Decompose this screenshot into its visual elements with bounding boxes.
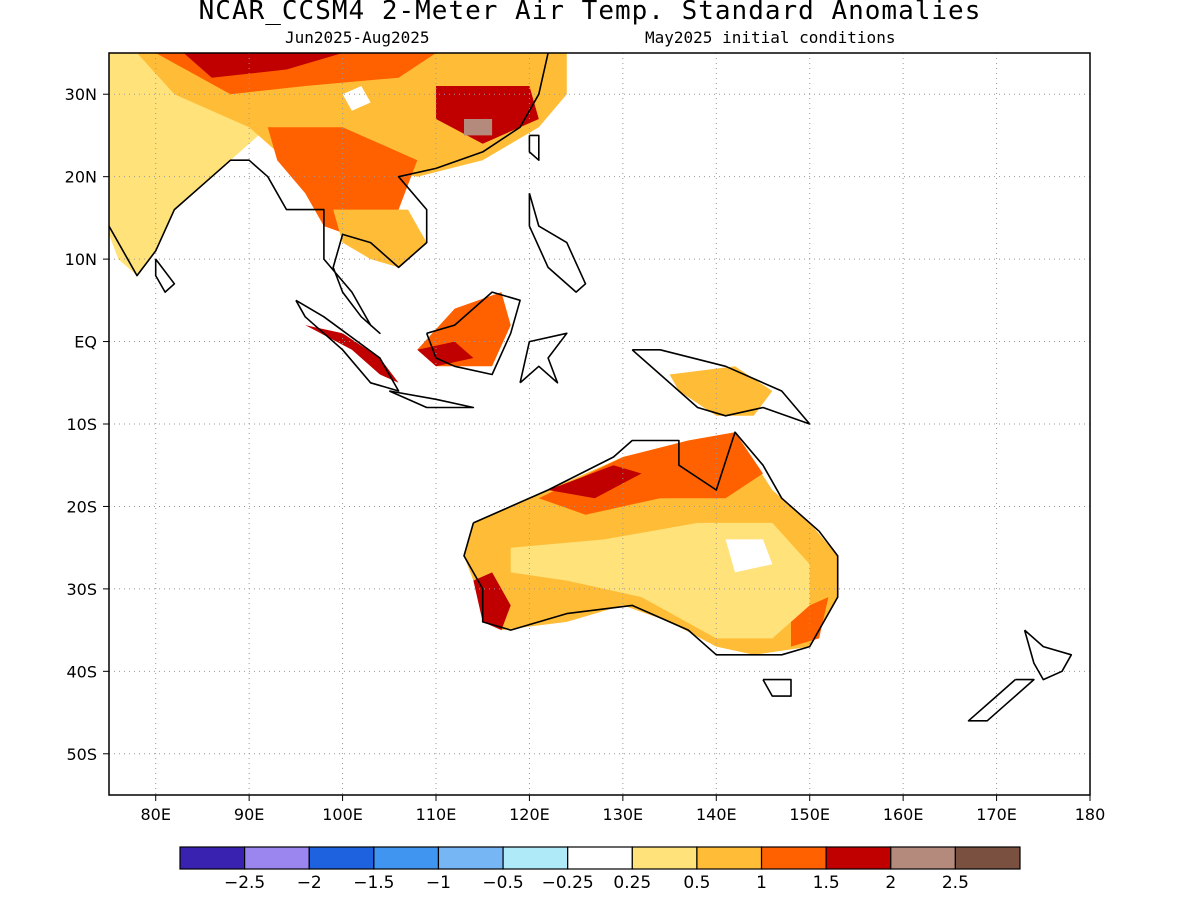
anomaly-region (183, 53, 343, 78)
anomaly-fields (109, 53, 838, 655)
colorbar-label: 1.5 (813, 873, 840, 893)
anomaly-region (725, 539, 773, 573)
lat-tick-label: EQ (74, 333, 97, 352)
lon-tick-label: 160E (883, 805, 924, 824)
colorbar-label: 2 (885, 873, 896, 893)
lon-tick-label: 150E (789, 805, 830, 824)
colorbar-label: −2.5 (224, 873, 265, 893)
lon-tick-label: 180 (1075, 805, 1106, 824)
lon-tick-label: 80E (140, 805, 170, 824)
colorbar-swatch (502, 846, 569, 870)
anomaly-region (548, 465, 642, 499)
colorbar-swatch (890, 846, 956, 870)
anomaly-region (333, 209, 427, 268)
colorbar-label: 0.5 (683, 873, 710, 893)
lon-tick-label: 90E (234, 805, 264, 824)
coastline (154, 258, 176, 293)
lat-tick-label: 10N (65, 250, 97, 269)
lat-tick-label: 30S (66, 580, 97, 599)
coastline (631, 348, 811, 425)
initial-conditions: May2025 initial conditions (645, 28, 896, 47)
lat-tick-label: 40S (66, 662, 97, 681)
anomaly-region (342, 86, 371, 111)
colorbar-label: −1 (426, 873, 451, 893)
anomaly-region (464, 119, 493, 136)
lat-tick-label: 20N (65, 168, 97, 187)
colorbar (179, 846, 1021, 870)
colorbar-swatch (179, 846, 246, 870)
lon-tick-label: 100E (322, 805, 363, 824)
colorbar-label: 0.25 (613, 873, 651, 893)
coastline (762, 678, 792, 697)
colorbar-swatch (825, 846, 892, 870)
colorbar-swatch (373, 846, 440, 870)
coastline (528, 134, 540, 161)
colorbar-swatch (437, 846, 504, 870)
lon-tick-label: 170E (976, 805, 1017, 824)
colorbar-swatch (760, 846, 827, 870)
coastline (463, 431, 839, 656)
lon-tick-label: 130E (603, 805, 644, 824)
anomaly-region (436, 86, 539, 144)
colorbar-label: −1.5 (353, 873, 394, 893)
anomaly-region (791, 597, 829, 647)
coastline (1023, 629, 1073, 681)
colorbar-label: 1 (756, 873, 767, 893)
colorbar-swatch (954, 846, 1021, 870)
colorbar-label: −2 (297, 873, 322, 893)
lon-tick-label: 140E (696, 805, 737, 824)
lon-tick-label: 110E (416, 805, 457, 824)
lat-tick-label: 30N (65, 85, 97, 104)
colorbar-swatch (308, 846, 375, 870)
coastline (967, 678, 1035, 722)
lon-tick-label: 120E (509, 805, 550, 824)
colorbar-label: −0.25 (542, 873, 594, 893)
coastline (295, 299, 400, 392)
forecast-period: Jun2025-Aug2025 (285, 28, 430, 47)
colorbar-swatch (244, 846, 310, 870)
coastline (388, 390, 475, 409)
latitude-axis: 30N 20N 10N EQ 10S 20S 30S 40S 50S (65, 85, 109, 764)
anomaly-region (305, 325, 399, 383)
anomaly-region (669, 366, 773, 416)
colorbar-label: −0.5 (482, 873, 523, 893)
coastlines (109, 53, 1073, 722)
lat-tick-label: 20S (66, 497, 97, 516)
colorbar-swatch (631, 846, 698, 870)
coastline (425, 291, 521, 376)
colorbar-swatch (567, 846, 633, 870)
colorbar-swatch (696, 846, 763, 870)
lat-tick-label: 10S (66, 415, 97, 434)
coastline (109, 53, 549, 335)
grid-lines (109, 53, 1090, 795)
longitude-axis: 80E 90E 100E 110E 120E 130E 140E 150E 160E 170E 18… (140, 795, 1105, 824)
coastline (519, 332, 568, 384)
colorbar-labels: −2.5 −2 −1.5 −1 −0.5 −0.25 0.25 0.5 1 1.5 2 2.5 (224, 873, 969, 893)
chart-title: NCAR_CCSM4 2-Meter Air Temp. Standard An… (198, 0, 982, 26)
lat-tick-label: 50S (66, 745, 97, 764)
coastline (528, 192, 587, 293)
colorbar-label: 2.5 (942, 873, 969, 893)
